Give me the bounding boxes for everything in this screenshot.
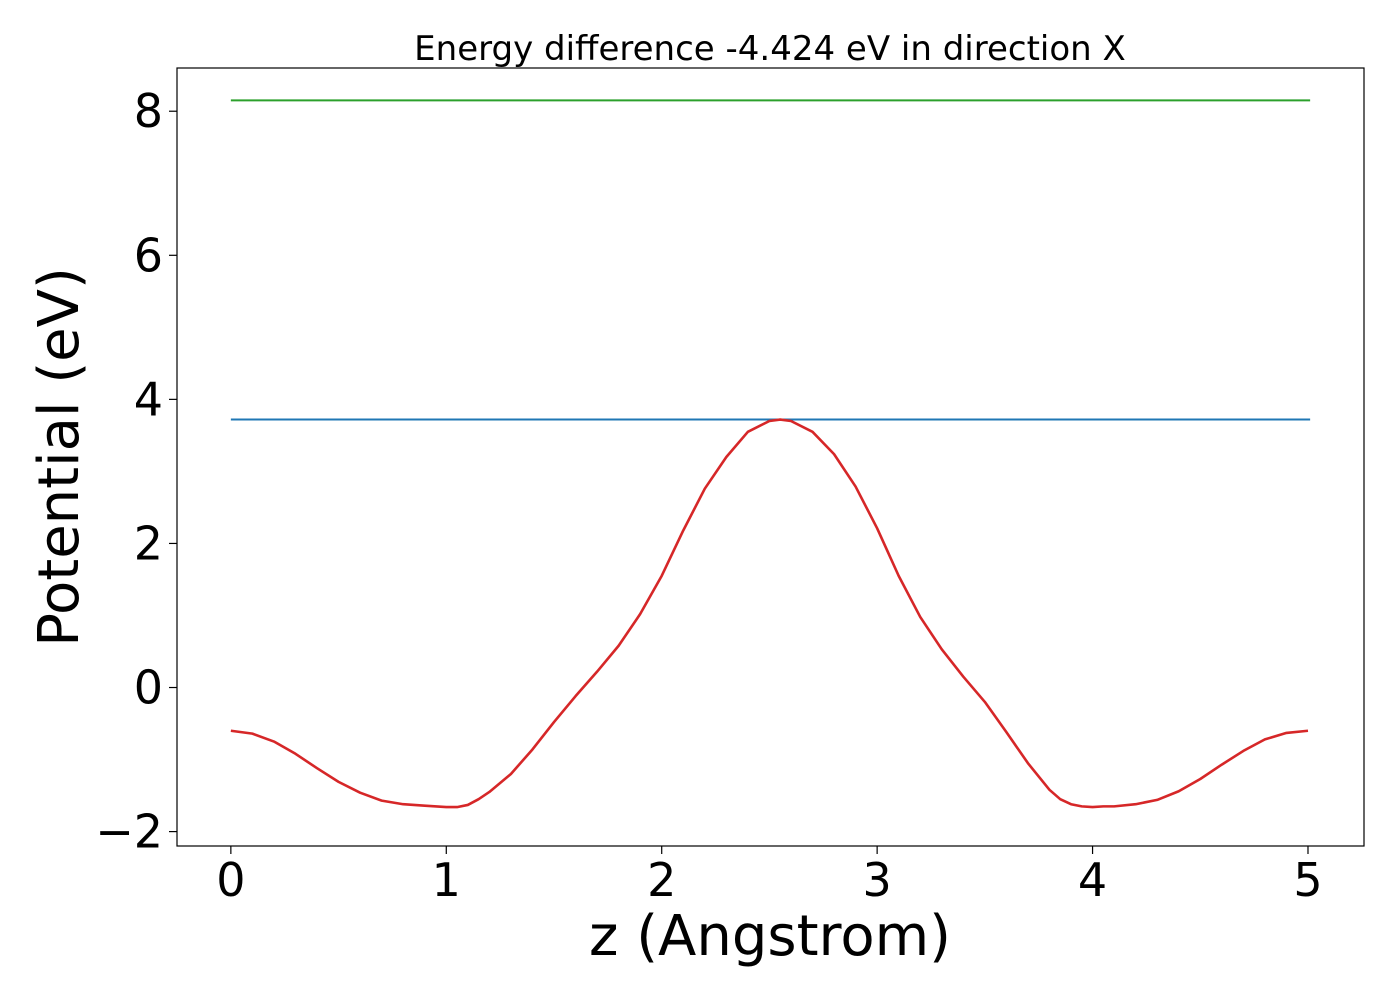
x-tick-label: 2 [647, 853, 676, 907]
series-layer [230, 99, 1311, 809]
y-tick-label: 8 [134, 84, 163, 138]
series-line-2 [230, 418, 1309, 809]
x-axis-label: z (Angstrom) [589, 904, 951, 969]
y-tick-label: 2 [134, 516, 163, 570]
x-tick-label: 1 [432, 853, 461, 907]
x-axis-ticks: 0 1 2 3 4 5 [216, 846, 1323, 907]
x-tick-label: 3 [862, 853, 891, 907]
y-axis-ticks: −2 0 2 4 6 8 [95, 84, 177, 859]
x-tick-label: 0 [216, 853, 245, 907]
y-tick-label: 0 [134, 661, 163, 715]
chart-title: Energy difference -4.424 eV in direction… [414, 29, 1126, 69]
y-tick-label: 4 [134, 372, 163, 426]
y-tick-label: 6 [134, 228, 163, 282]
y-axis-label: Potential (eV) [27, 267, 92, 647]
plot-frame [176, 67, 1365, 847]
x-tick-label: 5 [1293, 853, 1322, 907]
y-tick-label: −2 [95, 805, 163, 859]
x-tick-label: 4 [1078, 853, 1107, 907]
